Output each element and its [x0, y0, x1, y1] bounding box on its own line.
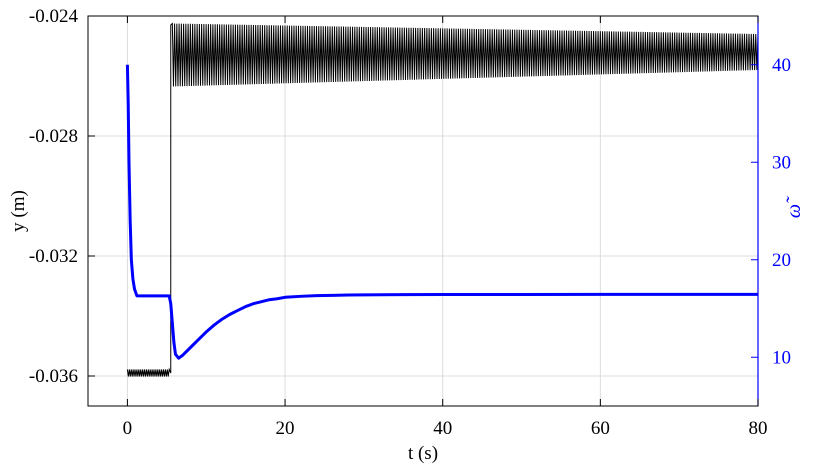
x-axis-label: t (s)	[408, 443, 438, 464]
y-right-tick-label: 30	[772, 152, 791, 173]
tick-marks	[88, 15, 759, 406]
tick-labels: 0 20 40 60 80 -0.036 -0.032 -0.028 -0.024 10 20 30 4…	[29, 6, 791, 439]
series-line-omega	[125, 64, 758, 360]
y-right-tick-label: 40	[772, 55, 791, 76]
y-left-axis-label: y (m)	[8, 190, 29, 232]
x-tick-label: 40	[433, 418, 452, 439]
x-tick-label: 0	[123, 418, 133, 439]
y-left-tick-label: -0.028	[29, 126, 78, 147]
y-left-tick-label: -0.032	[29, 246, 78, 267]
grid-lines	[88, 16, 758, 406]
x-tick-label: 80	[749, 418, 768, 439]
y-left-tick-label: -0.036	[29, 366, 78, 387]
y-right-tick-label: 10	[772, 347, 791, 368]
series-line-y	[126, 22, 759, 377]
y-right-axis-label: ω̃	[783, 196, 805, 218]
x-tick-label: 20	[276, 418, 295, 439]
y-left-tick-label: -0.024	[29, 6, 79, 27]
y-right-tick-label: 20	[772, 250, 791, 271]
x-tick-label: 60	[591, 418, 610, 439]
series-layer	[125, 22, 759, 377]
